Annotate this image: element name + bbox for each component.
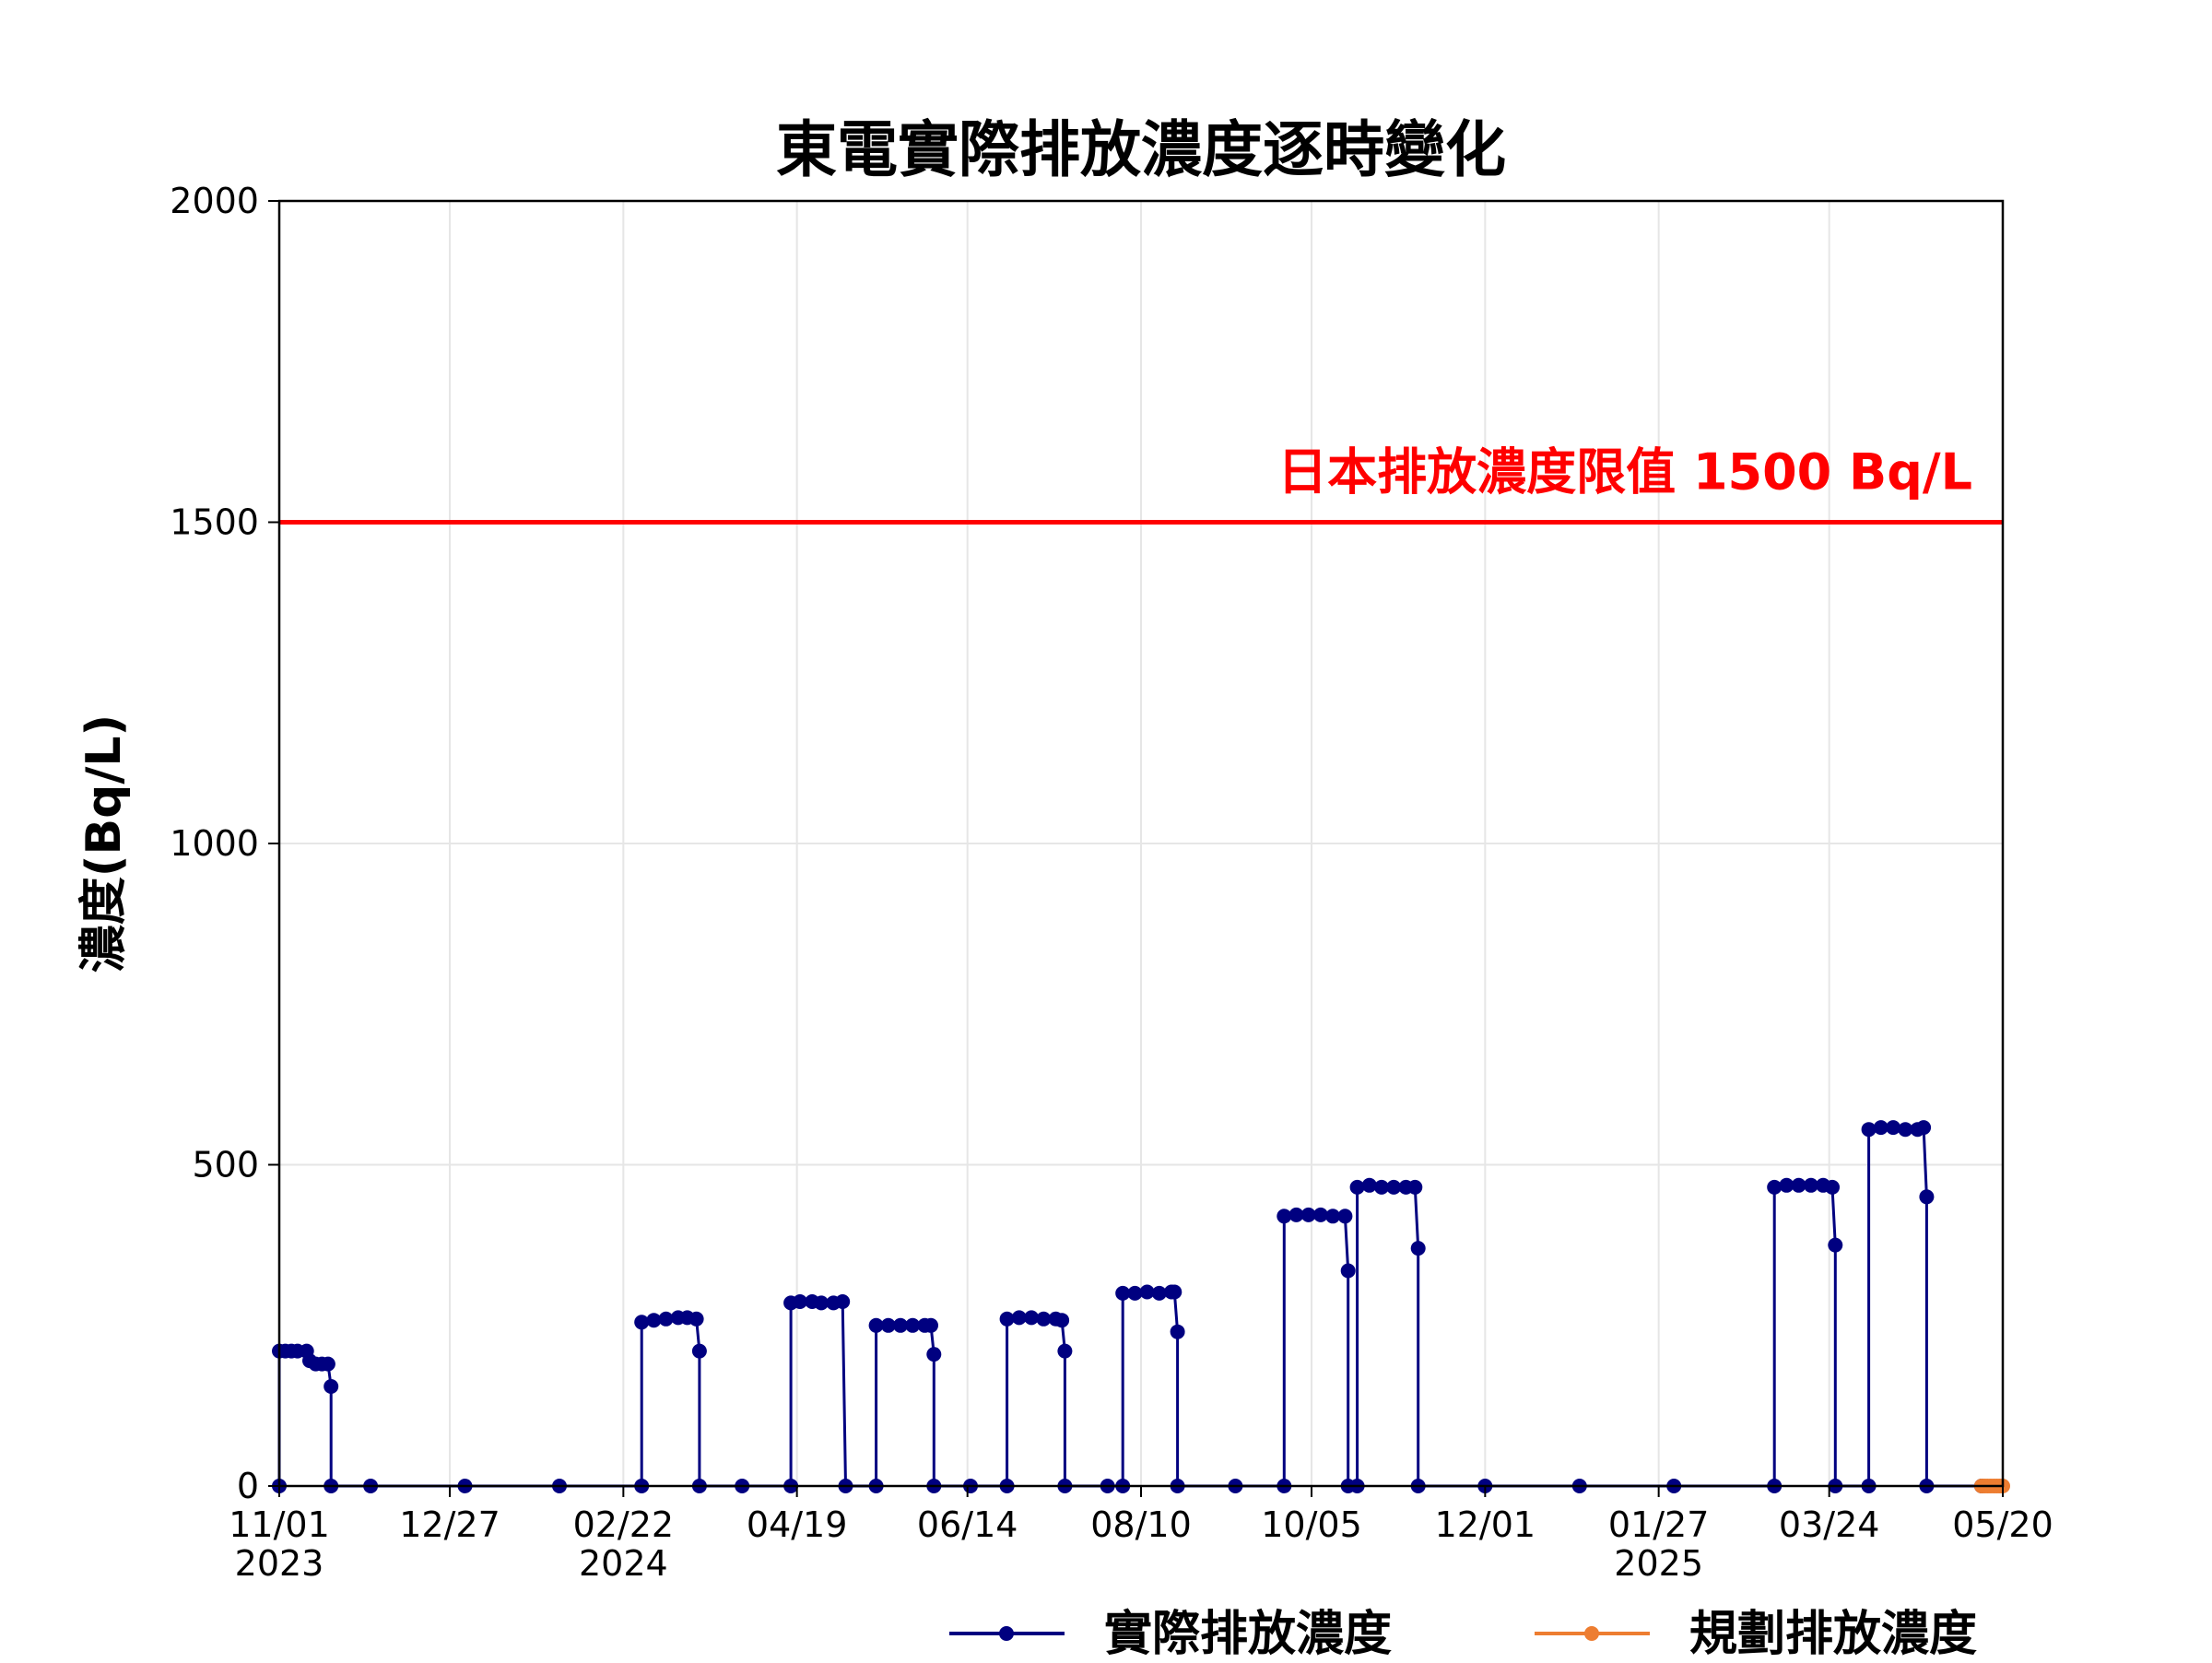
data-point bbox=[1325, 1209, 1341, 1224]
data-point bbox=[1011, 1310, 1027, 1326]
data-point bbox=[1898, 1122, 1913, 1138]
data-point bbox=[1886, 1120, 1901, 1136]
limit-line-group: 日本排放濃度限值 1500 Bq/L bbox=[279, 443, 2003, 525]
x-tick-year-label: 2023 bbox=[235, 1543, 324, 1584]
y-tick-label: 1000 bbox=[170, 823, 259, 864]
x-tick-label: 11/01 bbox=[229, 1504, 330, 1545]
x-tick-year-label: 2024 bbox=[579, 1543, 668, 1584]
data-point bbox=[1312, 1207, 1328, 1222]
data-point bbox=[658, 1311, 674, 1327]
data-point bbox=[1300, 1207, 1316, 1222]
x-tick-label: 05/20 bbox=[1952, 1504, 2053, 1545]
series-1 bbox=[272, 1120, 1989, 1493]
x-tick-label: 08/10 bbox=[1090, 1504, 1192, 1545]
data-point bbox=[893, 1317, 908, 1333]
data-point bbox=[1410, 1241, 1426, 1256]
data-point bbox=[1803, 1177, 1818, 1193]
legend-label: 實際排放濃度 bbox=[1104, 1607, 1392, 1659]
data-point bbox=[1873, 1120, 1888, 1136]
data-point bbox=[1277, 1209, 1292, 1224]
data-point bbox=[1349, 1179, 1365, 1195]
data-point bbox=[634, 1315, 650, 1330]
data-point bbox=[1916, 1120, 1932, 1136]
limit-label: 日本排放濃度限值 1500 Bq/L bbox=[1277, 443, 1972, 501]
data-point bbox=[1127, 1285, 1143, 1301]
data-point bbox=[1386, 1179, 1402, 1195]
data-point bbox=[868, 1317, 884, 1333]
data-point bbox=[1861, 1122, 1877, 1138]
x-tick-label: 02/22 bbox=[573, 1504, 675, 1545]
data-point bbox=[1791, 1177, 1806, 1193]
data-point bbox=[926, 1347, 942, 1362]
data-point bbox=[320, 1356, 335, 1372]
data-point bbox=[793, 1294, 807, 1309]
data-point bbox=[924, 1317, 938, 1333]
data-point bbox=[646, 1313, 662, 1328]
data-point bbox=[1151, 1285, 1167, 1301]
data-point bbox=[1337, 1209, 1353, 1224]
data-point bbox=[1779, 1177, 1794, 1193]
data-point bbox=[1057, 1343, 1073, 1359]
series-line bbox=[277, 1126, 1982, 1488]
data-point bbox=[1170, 1324, 1185, 1339]
data-point bbox=[1340, 1263, 1356, 1279]
y-axis-label: 濃度(Bq/L) bbox=[76, 714, 132, 973]
legend-label: 規劃排放濃度 bbox=[1689, 1607, 1977, 1659]
legend: 實際排放濃度 規劃排放濃度 bbox=[949, 1607, 1977, 1662]
data-point bbox=[1036, 1311, 1052, 1327]
x-tick-label: 01/27 bbox=[1608, 1504, 1710, 1545]
data-point bbox=[1407, 1179, 1423, 1195]
data-point bbox=[1828, 1237, 1843, 1253]
data-point bbox=[1288, 1207, 1304, 1222]
data-point bbox=[1767, 1179, 1783, 1195]
data-point bbox=[324, 1379, 339, 1394]
x-tick-year-label: 2025 bbox=[1614, 1543, 1703, 1584]
data-point bbox=[1825, 1179, 1840, 1195]
x-tick-label: 12/27 bbox=[399, 1504, 500, 1545]
chart-title: 東電實際排放濃度逐時變化 bbox=[776, 114, 1506, 185]
legend-swatch-marker bbox=[999, 1626, 1014, 1641]
data-point bbox=[905, 1317, 921, 1333]
legend-swatch-marker bbox=[1584, 1626, 1599, 1641]
data-point bbox=[1024, 1310, 1040, 1326]
data-point bbox=[1054, 1313, 1070, 1328]
data-point bbox=[1919, 1189, 1935, 1205]
x-tick-label: 12/01 bbox=[1435, 1504, 1536, 1545]
y-tick-label: 1500 bbox=[170, 502, 259, 543]
data-point bbox=[999, 1311, 1015, 1327]
data-point bbox=[1361, 1177, 1377, 1193]
data-point bbox=[1115, 1285, 1131, 1301]
data-point bbox=[814, 1295, 830, 1311]
data-point bbox=[688, 1311, 704, 1327]
data-point bbox=[1139, 1284, 1155, 1300]
y-tick-label: 500 bbox=[192, 1145, 259, 1185]
data-point bbox=[1374, 1179, 1389, 1195]
data-point bbox=[691, 1343, 707, 1359]
x-tick-label: 10/05 bbox=[1261, 1504, 1362, 1545]
y-tick-label: 0 bbox=[237, 1466, 259, 1506]
x-tick-label: 06/14 bbox=[917, 1504, 1018, 1545]
data-point bbox=[1167, 1284, 1182, 1300]
y-tick-label: 2000 bbox=[170, 181, 259, 221]
data-point bbox=[835, 1294, 851, 1309]
x-tick-label: 03/24 bbox=[1779, 1504, 1880, 1545]
x-tick-label: 04/19 bbox=[747, 1504, 848, 1545]
data-point bbox=[880, 1317, 896, 1333]
